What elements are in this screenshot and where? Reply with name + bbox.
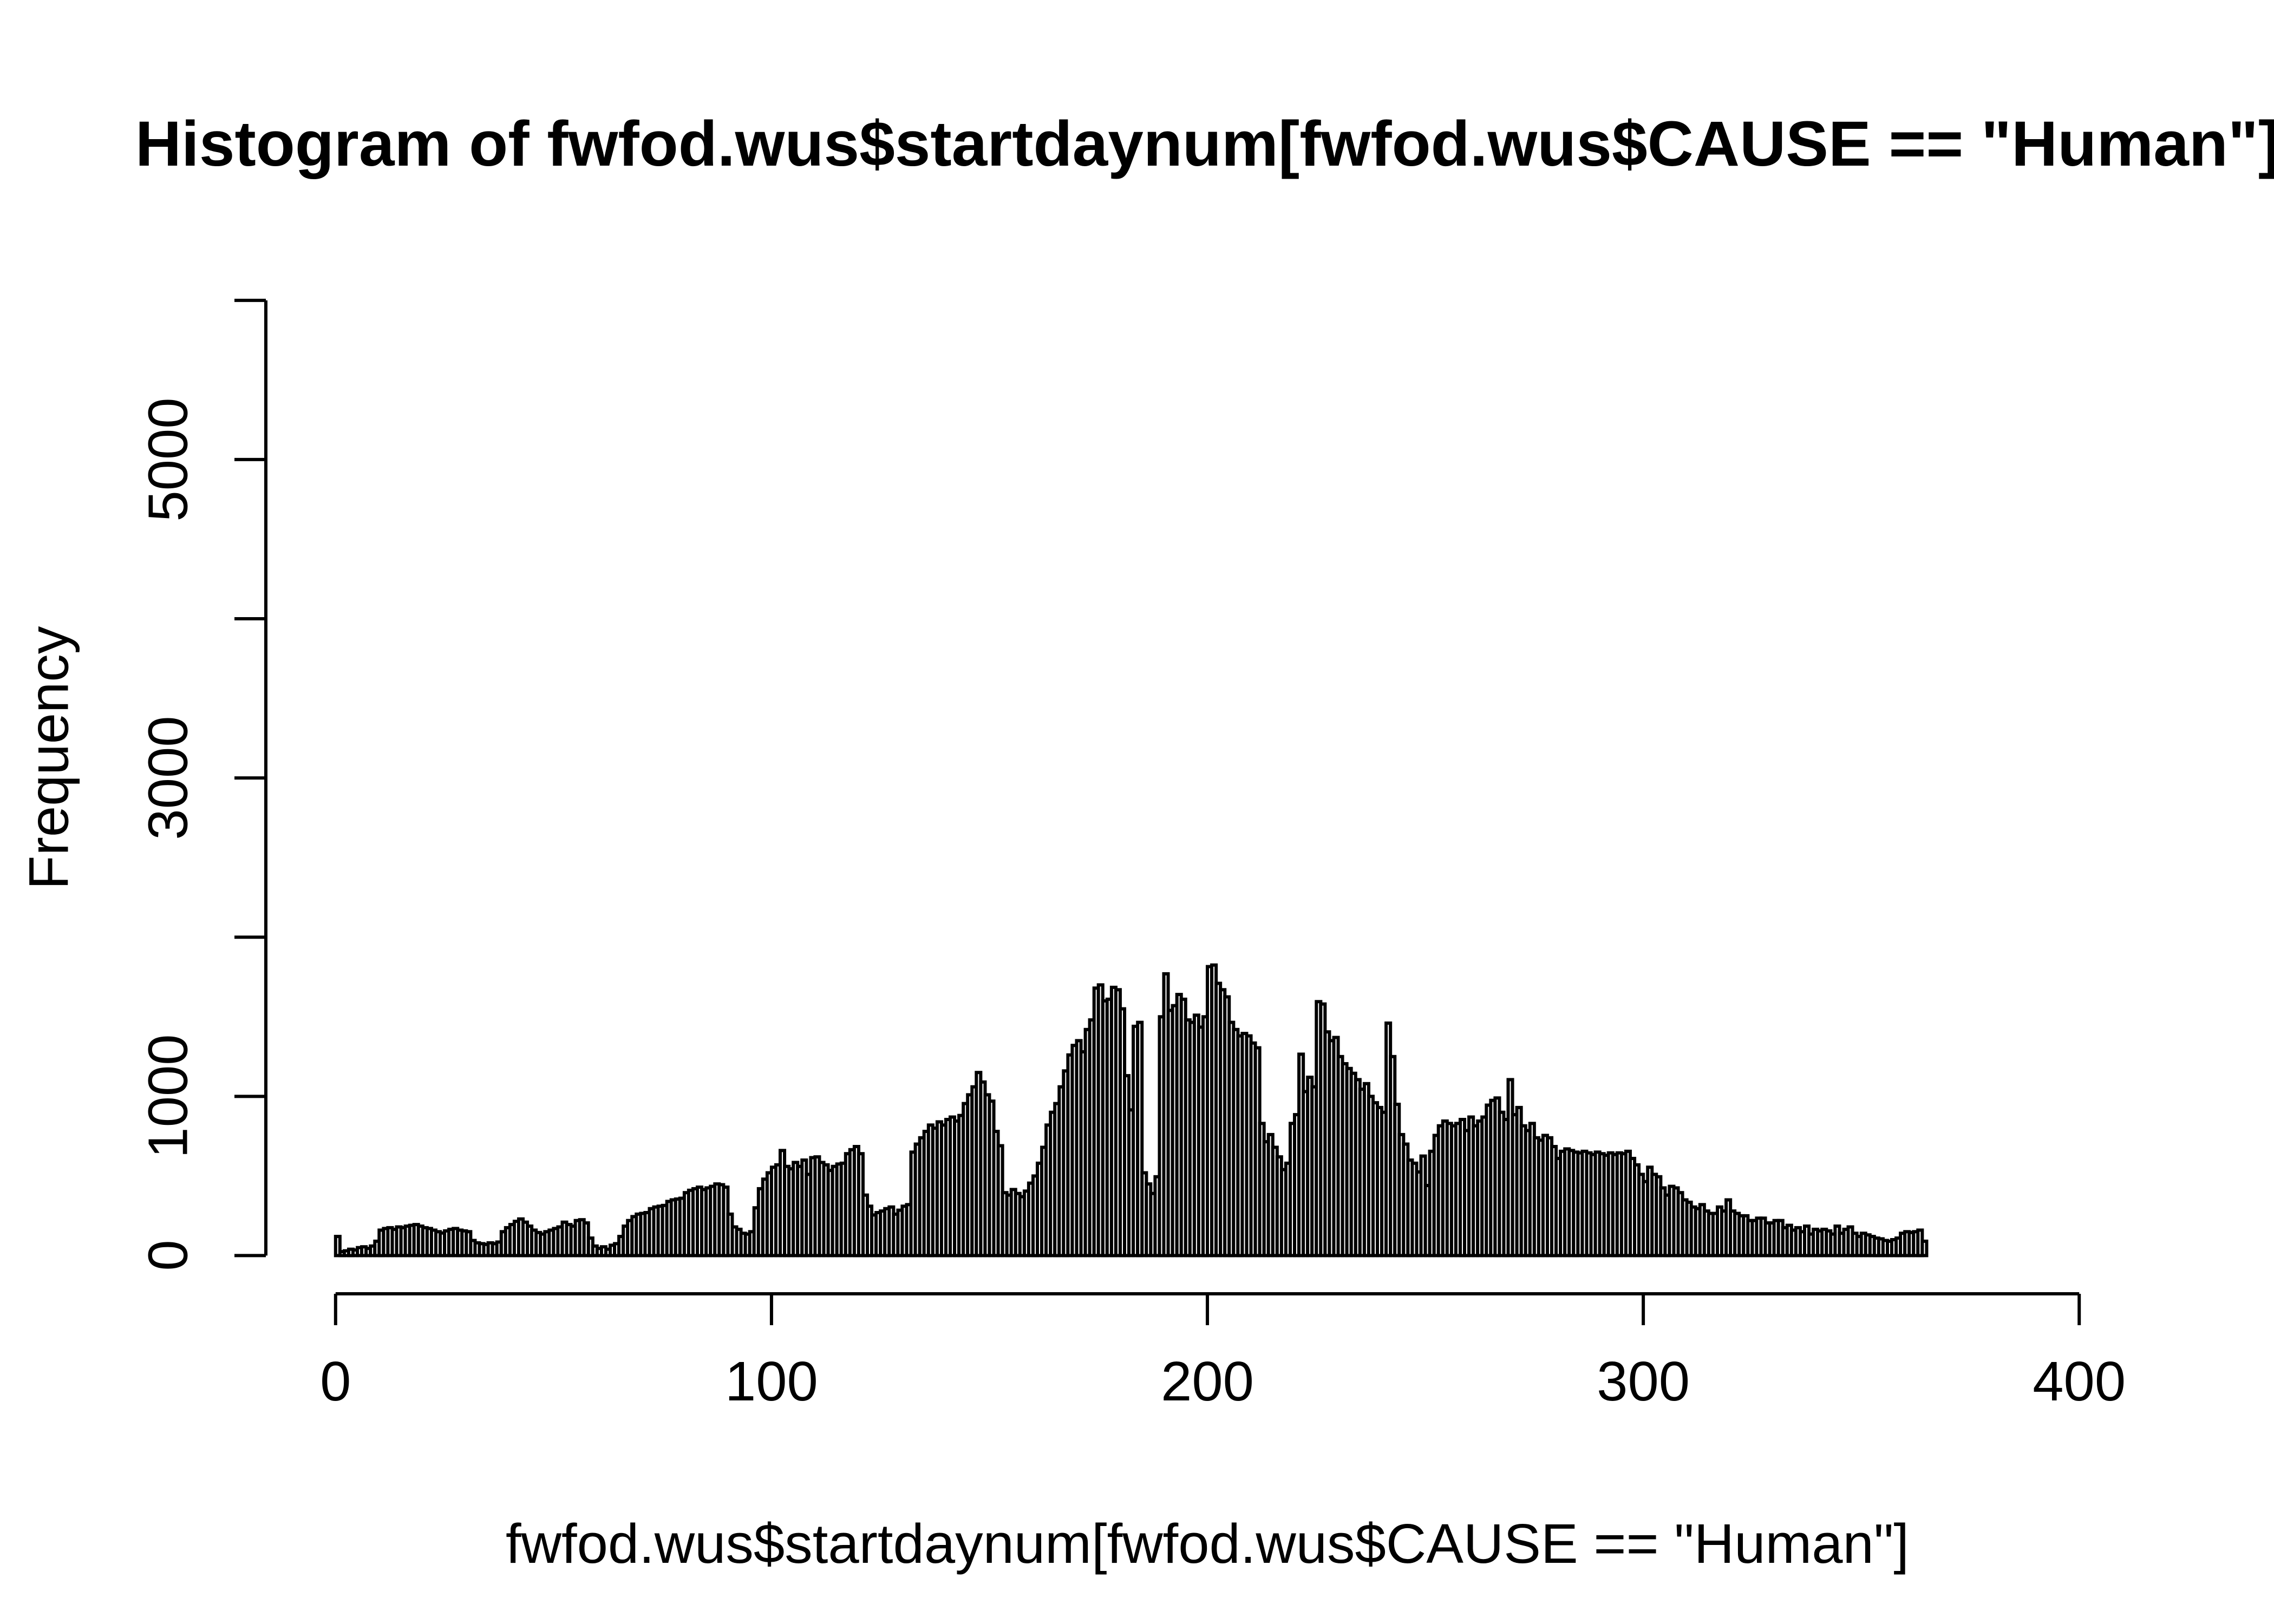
x-tick-label: 300 bbox=[1597, 1350, 1690, 1412]
plot-title: Histogram of fwfod.wus$startdaynum[fwfod… bbox=[135, 108, 2274, 180]
y-axis-title: Frequency bbox=[17, 626, 80, 890]
y-tick-label: 1000 bbox=[136, 1034, 199, 1158]
x-tick-label: 100 bbox=[724, 1350, 818, 1412]
histogram-bars bbox=[334, 963, 1929, 1258]
histogram-bar bbox=[1920, 1239, 1929, 1258]
histogram-bar bbox=[334, 1235, 342, 1258]
y-tick-label: 5000 bbox=[136, 397, 199, 522]
x-axis bbox=[334, 1292, 2081, 1325]
x-tick-label: 0 bbox=[320, 1350, 351, 1412]
histogram-bar bbox=[1136, 1020, 1144, 1258]
y-tick-label: 3000 bbox=[136, 716, 199, 840]
y-axis bbox=[234, 298, 267, 1258]
x-tick-label: 200 bbox=[1161, 1350, 1254, 1412]
x-axis-title: fwfod.wus$startdaynum[fwfod.wus$CAUSE ==… bbox=[505, 1512, 1910, 1575]
x-tick-label: 400 bbox=[2033, 1350, 2126, 1412]
y-tick-label: 0 bbox=[136, 1240, 199, 1272]
